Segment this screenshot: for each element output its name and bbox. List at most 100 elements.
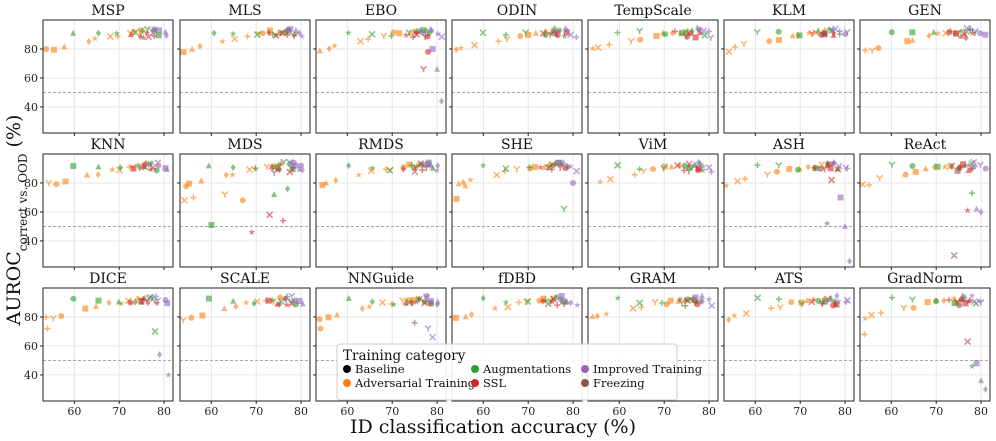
data-point xyxy=(434,300,440,308)
data-point xyxy=(862,47,869,54)
data-point xyxy=(296,29,302,37)
data-point xyxy=(889,294,896,301)
legend-label: Adversarial Training xyxy=(354,376,476,390)
data-point xyxy=(428,162,435,169)
data-point xyxy=(95,29,101,37)
data-point xyxy=(570,179,577,186)
x-tick-label: 80 xyxy=(702,405,716,418)
data-point xyxy=(221,305,228,312)
data-point xyxy=(834,292,840,300)
data-point xyxy=(146,293,154,301)
data-point xyxy=(798,299,805,306)
data-point xyxy=(274,166,282,173)
data-point xyxy=(573,301,581,308)
data-point xyxy=(455,180,462,187)
data-point xyxy=(546,31,554,38)
data-point xyxy=(636,27,644,35)
data-point xyxy=(423,293,430,300)
data-point xyxy=(707,34,715,41)
y-axis-label-sub: correct vs. OOD xyxy=(16,154,30,252)
data-point xyxy=(457,44,465,52)
data-point xyxy=(138,298,145,305)
panel-title: GEN xyxy=(908,3,942,19)
data-point xyxy=(951,300,958,307)
data-point xyxy=(164,300,171,307)
data-point xyxy=(867,311,876,319)
data-point xyxy=(127,299,134,306)
data-point xyxy=(908,296,916,303)
data-point xyxy=(932,298,939,305)
data-point xyxy=(45,179,53,187)
data-point xyxy=(859,180,867,188)
data-point xyxy=(673,161,682,169)
data-point xyxy=(552,30,559,37)
data-point xyxy=(531,163,538,170)
legend-label: Baseline xyxy=(355,362,405,376)
panel-gradnorm: GradNorm 60 70 80 xyxy=(857,271,991,418)
data-point xyxy=(406,161,413,168)
data-point xyxy=(904,38,911,45)
panel-gen: GEN xyxy=(857,3,991,136)
x-tick-label: 70 xyxy=(521,405,535,418)
data-point xyxy=(768,305,775,312)
panel-vim: ViM xyxy=(585,137,719,270)
data-point xyxy=(847,257,853,265)
data-point xyxy=(380,32,388,40)
legend-marker xyxy=(343,365,351,373)
axes-frame xyxy=(723,19,855,134)
data-point xyxy=(410,297,417,304)
data-point xyxy=(637,36,644,43)
data-point xyxy=(453,46,459,54)
data-point xyxy=(265,297,272,304)
data-point xyxy=(563,25,569,33)
data-point xyxy=(365,303,373,310)
data-point xyxy=(789,32,796,39)
data-point xyxy=(539,29,547,37)
data-point xyxy=(263,163,271,171)
axes-frame xyxy=(451,153,583,268)
data-point xyxy=(480,294,486,302)
data-point xyxy=(969,29,976,37)
data-point xyxy=(888,29,895,36)
x-tick-label: 80 xyxy=(566,405,580,418)
data-point xyxy=(694,301,701,308)
data-point xyxy=(722,182,730,189)
data-point xyxy=(681,167,688,174)
panel-title: ASH xyxy=(772,137,805,153)
data-point xyxy=(188,314,195,321)
data-point xyxy=(434,65,441,72)
data-point xyxy=(132,298,138,306)
data-point xyxy=(334,311,341,318)
data-point xyxy=(563,297,570,304)
data-point xyxy=(957,27,965,35)
data-point xyxy=(973,205,980,212)
data-point xyxy=(958,32,965,39)
data-point xyxy=(540,297,546,305)
data-point xyxy=(837,194,844,201)
data-point xyxy=(277,300,283,308)
data-point xyxy=(369,298,375,306)
data-point xyxy=(502,298,510,306)
data-point xyxy=(93,302,100,309)
data-point xyxy=(699,166,707,174)
data-point xyxy=(877,309,884,316)
data-point xyxy=(143,29,151,36)
data-point xyxy=(424,325,432,332)
data-point xyxy=(356,37,365,45)
data-point xyxy=(513,165,521,173)
data-point xyxy=(223,171,229,179)
data-point xyxy=(95,163,102,170)
axes-frame xyxy=(315,19,447,134)
x-tick-label: 60 xyxy=(612,405,626,418)
data-point xyxy=(753,28,761,36)
plot-area xyxy=(860,288,990,401)
x-tick-label: 70 xyxy=(793,405,807,418)
axes-frame xyxy=(179,287,311,402)
panel-rmds: RMDS xyxy=(313,137,447,270)
data-point xyxy=(156,27,163,34)
data-point xyxy=(973,360,980,367)
data-point xyxy=(515,299,522,306)
data-point xyxy=(410,164,418,172)
plot-area xyxy=(180,20,310,133)
